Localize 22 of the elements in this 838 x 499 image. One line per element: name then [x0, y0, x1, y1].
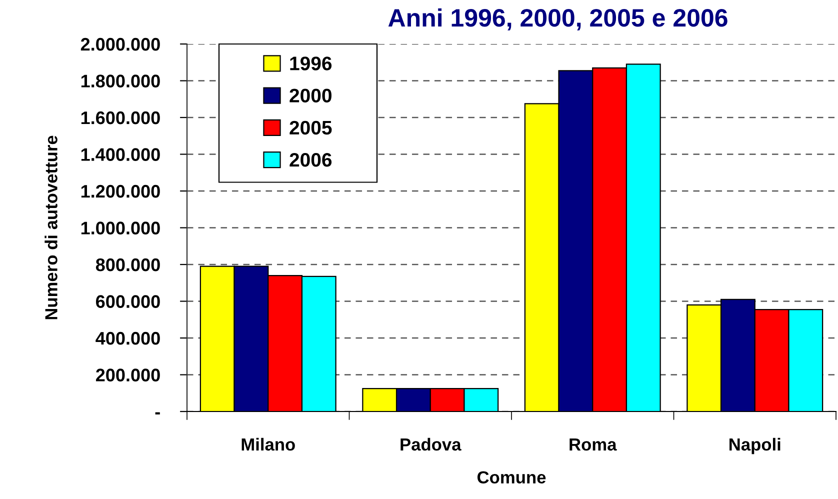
- y-tick-label: 400.000: [96, 332, 160, 345]
- y-tick-label: 1.000.000: [81, 222, 160, 234]
- x-tick-label: Roma: [570, 438, 617, 451]
- y-tick-label: 1.800.000: [81, 74, 160, 88]
- y-tick-label: 1.600.000: [81, 111, 160, 124]
- y-tick-label: -: [155, 412, 160, 414]
- x-tick-label: Napoli: [730, 438, 780, 454]
- x-tick-label: Padova: [400, 438, 462, 451]
- y-tick-label: 1.400.000: [81, 148, 160, 161]
- y-axis-title: Numero di autovetture: [44, 136, 58, 320]
- y-tick-label: 2.000.000: [80, 38, 160, 51]
- legend-label: 2000: [290, 88, 332, 102]
- legend-label: 2006: [290, 152, 332, 167]
- y-tick-label: 200.000: [96, 368, 160, 382]
- y-tick-label: 1.200.000: [81, 184, 160, 198]
- chart-title: Anni 1996, 2000, 2005 e 2006: [388, 8, 728, 30]
- y-tick-label: 600.000: [96, 295, 160, 308]
- y-tick-label: 800.000: [96, 258, 160, 272]
- x-axis-title: Comune: [477, 471, 546, 484]
- legend-label: 1996: [290, 56, 332, 70]
- x-tick-label: Milano: [242, 438, 295, 451]
- legend-label: 2005: [290, 120, 332, 135]
